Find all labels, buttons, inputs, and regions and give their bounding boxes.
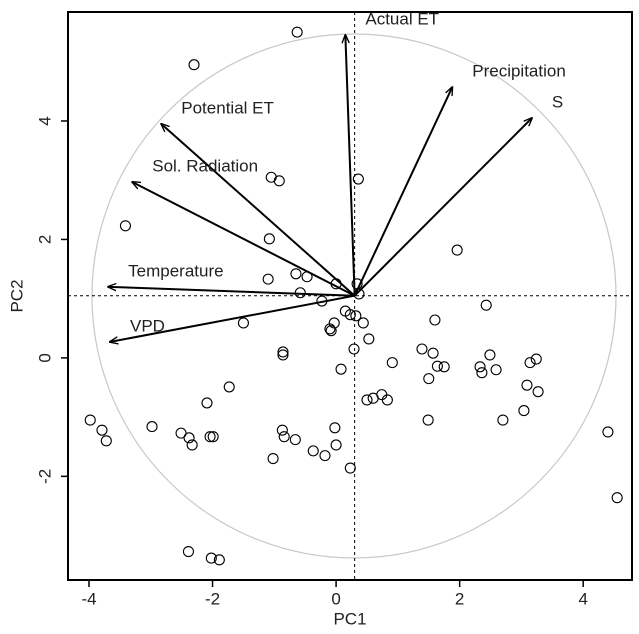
point: [476, 367, 488, 379]
point: [278, 431, 290, 443]
point: [263, 233, 275, 245]
point: [291, 26, 303, 38]
point: [344, 462, 356, 474]
loading-arrow: [108, 287, 355, 297]
point: [84, 414, 96, 426]
point: [451, 244, 463, 256]
point: [328, 317, 340, 329]
point: [205, 552, 217, 564]
point: [423, 373, 435, 385]
loading-label: Temperature: [128, 261, 223, 280]
point: [335, 363, 347, 375]
loading-label: Precipitation: [472, 62, 566, 81]
loading-arrow: [161, 124, 356, 297]
point: [204, 431, 216, 443]
x-axis-label: PC1: [333, 609, 366, 628]
point: [350, 310, 362, 322]
point: [518, 405, 530, 417]
y-tick-label: 0: [35, 353, 54, 362]
point: [201, 397, 213, 409]
x-tick-label: 4: [578, 589, 587, 608]
point: [324, 323, 336, 335]
point: [427, 347, 439, 359]
point: [119, 220, 132, 232]
loading-arrow: [345, 35, 356, 296]
point: [276, 424, 288, 436]
point: [363, 333, 375, 345]
point: [416, 343, 428, 355]
point: [381, 394, 393, 406]
point: [480, 299, 492, 311]
loading-arrow: [353, 87, 453, 297]
point: [490, 364, 502, 376]
y-tick-label: 2: [35, 235, 54, 244]
loading-label: Actual ET: [365, 10, 439, 29]
x-tick-label: 0: [331, 589, 340, 608]
point: [330, 439, 342, 451]
point: [344, 309, 356, 321]
point: [237, 317, 249, 329]
loading-label: Potential ET: [181, 98, 274, 117]
point: [277, 346, 289, 358]
x-tick-label: -4: [81, 589, 96, 608]
point: [530, 353, 542, 365]
point: [532, 386, 544, 398]
point: [267, 453, 279, 465]
point: [348, 343, 360, 355]
point: [611, 492, 623, 504]
loading-label: S: [552, 93, 563, 112]
point: [290, 268, 302, 280]
point: [262, 273, 274, 285]
point: [186, 439, 198, 451]
point: [524, 357, 536, 369]
loading-label: VPD: [130, 316, 165, 335]
x-tick-label: 2: [455, 589, 464, 608]
point: [223, 381, 235, 393]
x-tick-label: -2: [205, 589, 220, 608]
point: [307, 445, 319, 457]
y-tick-label: 4: [35, 116, 54, 125]
point: [521, 379, 533, 391]
point: [429, 314, 441, 326]
point: [277, 349, 289, 361]
point: [422, 414, 434, 426]
point: [497, 414, 509, 426]
point: [213, 554, 225, 566]
point: [182, 546, 195, 558]
loading-arrow: [353, 118, 532, 297]
point: [484, 349, 496, 361]
point: [329, 422, 341, 434]
point: [273, 175, 285, 187]
point: [325, 325, 337, 337]
point: [438, 361, 450, 373]
point: [183, 432, 195, 444]
point: [96, 424, 108, 436]
point: [319, 450, 331, 462]
point: [146, 421, 158, 433]
point: [357, 317, 369, 329]
point: [207, 431, 219, 443]
point: [352, 173, 364, 185]
point: [175, 427, 187, 439]
point: [386, 357, 398, 369]
point: [431, 360, 443, 372]
point: [100, 435, 112, 447]
point: [188, 59, 200, 71]
point: [474, 361, 486, 373]
point: [376, 389, 388, 401]
point: [361, 394, 373, 406]
loading-label: Sol. Radiation: [152, 156, 258, 175]
loading-arrow: [132, 182, 356, 297]
point: [289, 434, 301, 446]
y-axis-label: PC2: [7, 279, 26, 312]
point: [602, 426, 614, 438]
loading-arrow: [110, 294, 355, 342]
y-tick-label: -2: [35, 469, 54, 484]
